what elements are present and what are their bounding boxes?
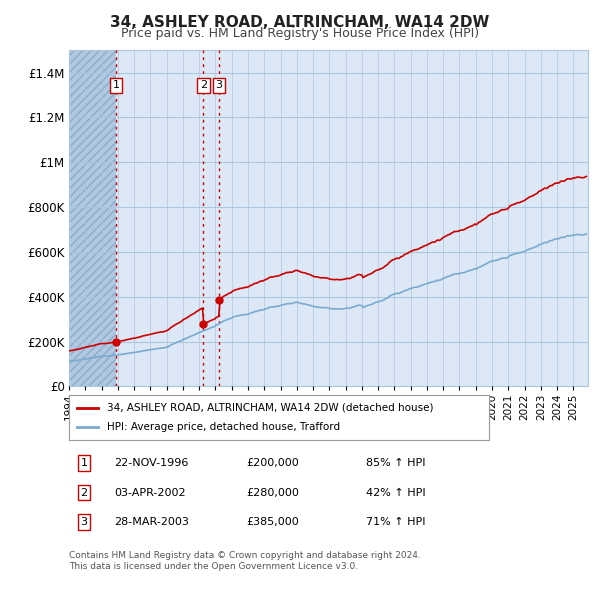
Text: 1: 1 [80,458,88,468]
Text: 3: 3 [215,80,223,90]
Text: 2: 2 [80,488,88,497]
Text: 28-MAR-2003: 28-MAR-2003 [114,517,189,527]
Text: Price paid vs. HM Land Registry's House Price Index (HPI): Price paid vs. HM Land Registry's House … [121,27,479,40]
Text: 2: 2 [200,80,207,90]
Text: 22-NOV-1996: 22-NOV-1996 [114,458,188,468]
Text: 1: 1 [113,80,119,90]
Text: £200,000: £200,000 [246,458,299,468]
Text: 03-APR-2002: 03-APR-2002 [114,488,185,497]
Text: £280,000: £280,000 [246,488,299,497]
Text: This data is licensed under the Open Government Licence v3.0.: This data is licensed under the Open Gov… [69,562,358,571]
Text: 34, ASHLEY ROAD, ALTRINCHAM, WA14 2DW (detached house): 34, ASHLEY ROAD, ALTRINCHAM, WA14 2DW (d… [107,403,433,412]
Text: £385,000: £385,000 [246,517,299,527]
Text: Contains HM Land Registry data © Crown copyright and database right 2024.: Contains HM Land Registry data © Crown c… [69,550,421,559]
Text: 42% ↑ HPI: 42% ↑ HPI [366,488,425,497]
Text: 34, ASHLEY ROAD, ALTRINCHAM, WA14 2DW: 34, ASHLEY ROAD, ALTRINCHAM, WA14 2DW [110,15,490,30]
Text: 3: 3 [80,517,88,527]
Text: HPI: Average price, detached house, Trafford: HPI: Average price, detached house, Traf… [107,422,340,432]
Bar [69,50,116,386]
Text: 71% ↑ HPI: 71% ↑ HPI [366,517,425,527]
Text: 85% ↑ HPI: 85% ↑ HPI [366,458,425,468]
